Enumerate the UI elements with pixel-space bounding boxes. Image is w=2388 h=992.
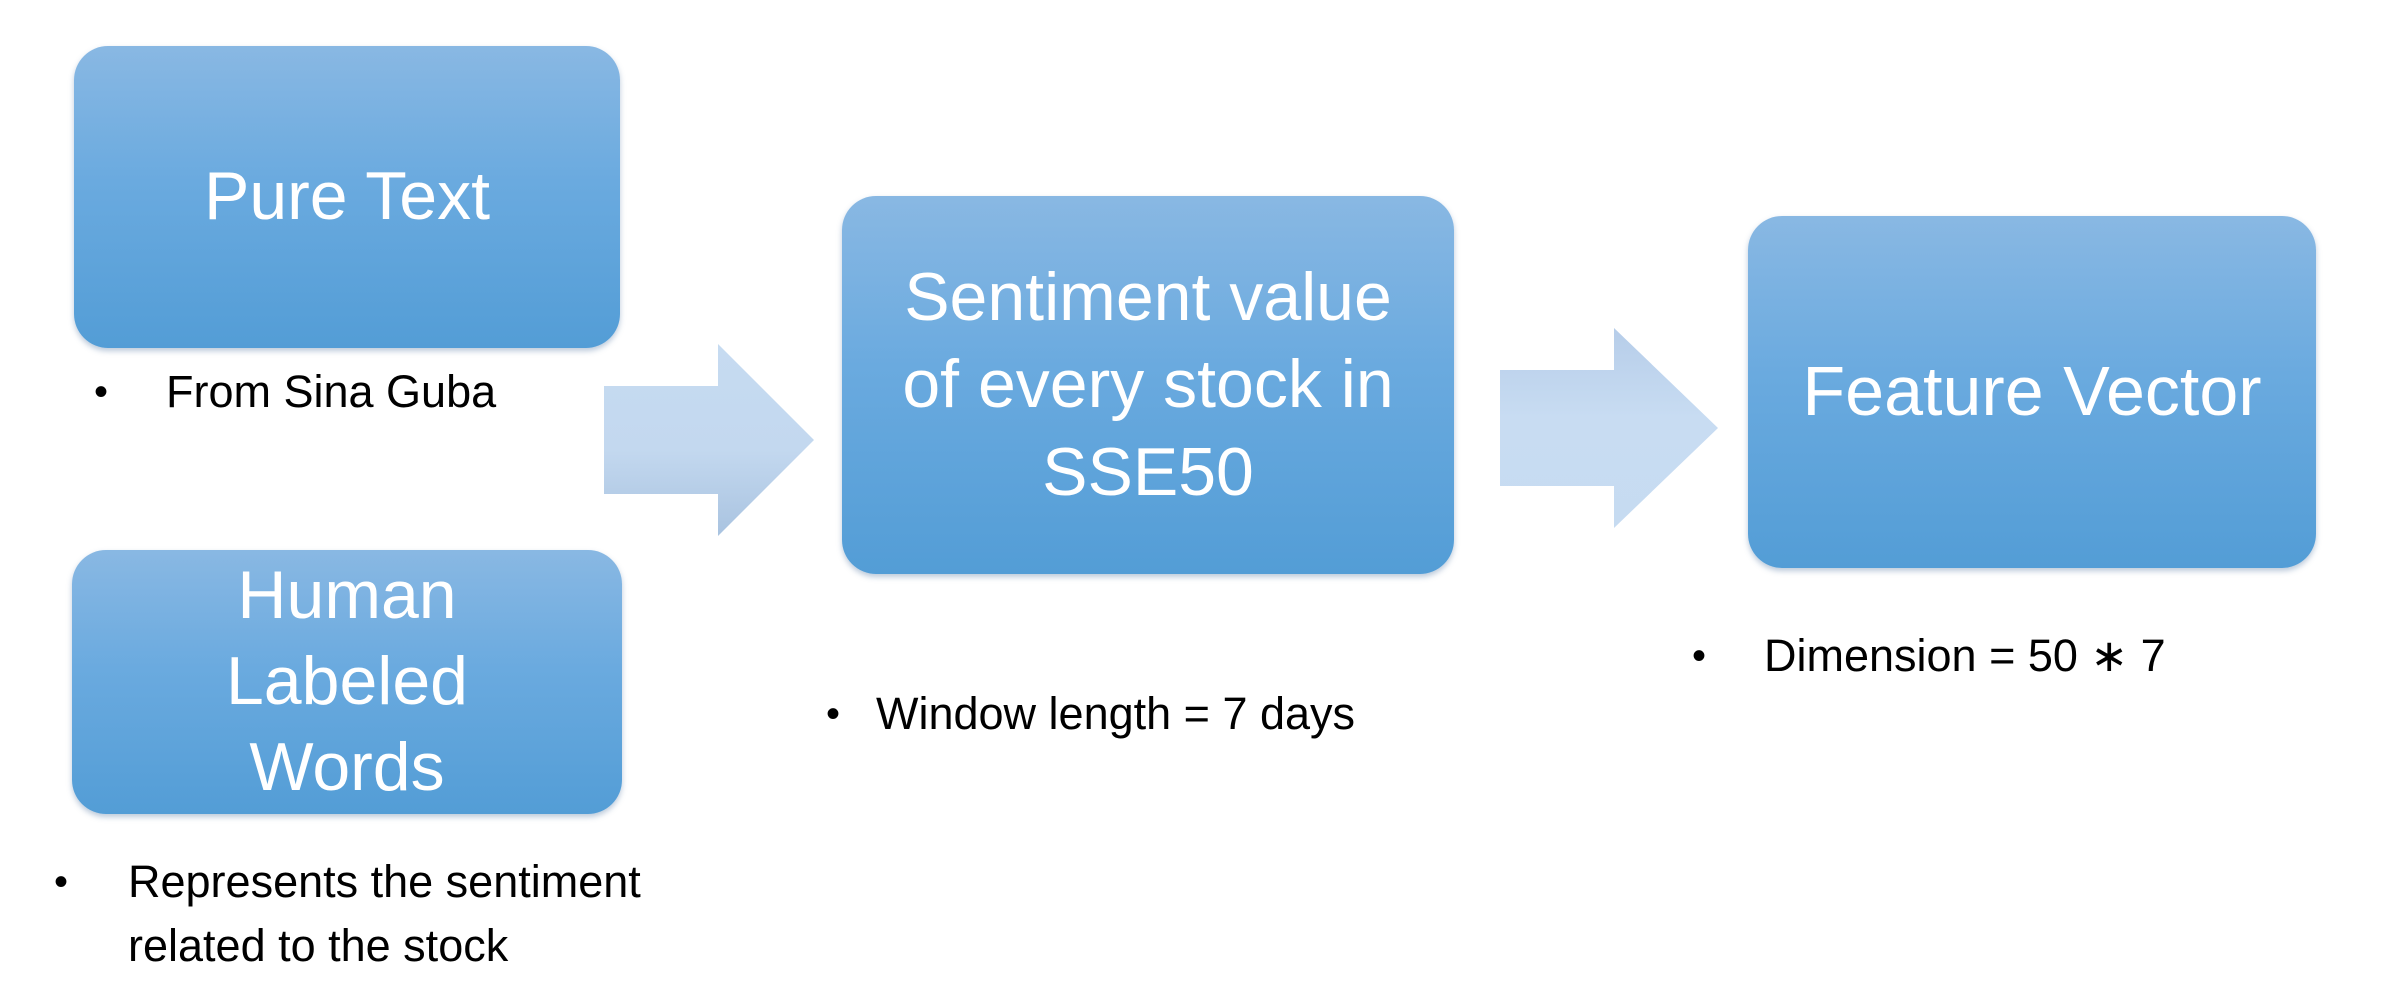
human-labeled-words-box: Human Labeled Words <box>72 550 622 814</box>
feature-vector-box: Feature Vector <box>1748 216 2316 568</box>
arrow-right-icon <box>604 344 814 536</box>
arrow-right-icon <box>1500 328 1718 528</box>
bullet-icon: • <box>94 370 109 414</box>
sentiment-value-label: Sentiment value of every stock in SSE50 <box>902 259 1394 510</box>
note-represents-line1: Represents the sentiment <box>128 856 641 907</box>
note-dimension-text: Dimension = 50 ∗ 7 <box>1764 630 2166 681</box>
human-labeled-words-label: Human Labeled Words <box>225 557 469 805</box>
bullet-icon: • <box>1692 634 1707 678</box>
bullet-icon: • <box>54 860 69 904</box>
note-window-length-text: Window length = 7 days <box>876 688 1356 739</box>
pure-text-box: Pure Text <box>74 46 620 348</box>
note-represents-line2: related to the stock <box>128 920 509 971</box>
bullet-icon: • <box>826 692 841 736</box>
sentiment-value-box: Sentiment value of every stock in SSE50 <box>842 196 1454 574</box>
note-source-text: From Sina Guba <box>166 366 497 417</box>
pure-text-label: Pure Text <box>203 158 490 235</box>
feature-vector-label: Feature Vector <box>1802 352 2262 431</box>
